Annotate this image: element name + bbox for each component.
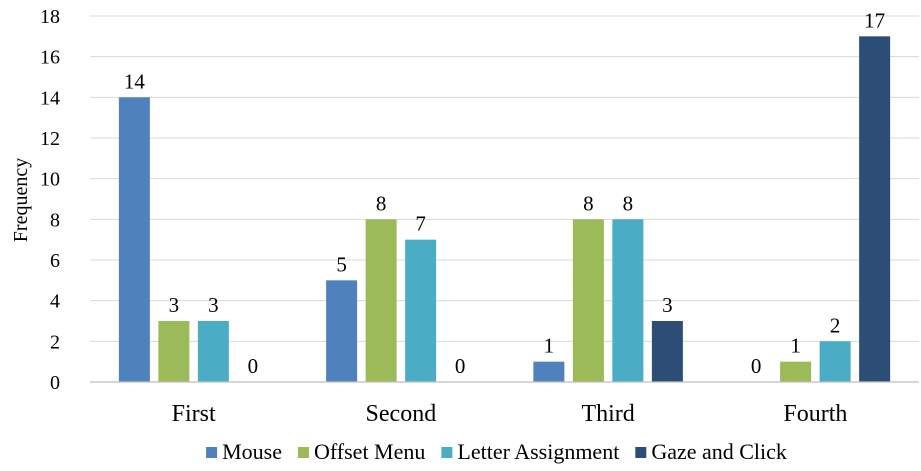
bar bbox=[405, 239, 437, 382]
legend-item: Offset Menu bbox=[297, 439, 425, 464]
x-category-label: Second bbox=[366, 401, 437, 427]
bar bbox=[158, 321, 190, 382]
bar bbox=[197, 321, 229, 382]
legend-swatch bbox=[206, 447, 218, 458]
y-tick-label: 8 bbox=[50, 209, 60, 231]
bars-layer: 14 3 3 0 5 8 7 0 1 8 8 3 0 1 2 17 bbox=[118, 8, 891, 382]
bar bbox=[572, 219, 604, 382]
x-category-label: First bbox=[172, 401, 216, 427]
y-tick-label: 14 bbox=[40, 87, 60, 109]
x-category-label: Fourth bbox=[783, 401, 847, 427]
legend-item: Letter Assignment bbox=[441, 439, 619, 464]
grid-layer bbox=[90, 15, 919, 342]
legend-swatch bbox=[297, 447, 309, 458]
data-label: 7 bbox=[415, 212, 426, 236]
bar bbox=[780, 361, 812, 382]
data-label: 1 bbox=[790, 334, 801, 358]
bar bbox=[326, 280, 358, 382]
legend-swatch bbox=[635, 447, 647, 458]
bar bbox=[859, 36, 891, 382]
data-label: 3 bbox=[208, 293, 219, 317]
y-tick-label: 0 bbox=[50, 372, 60, 394]
data-label: 1 bbox=[544, 334, 555, 358]
y-tick-label: 4 bbox=[50, 291, 60, 313]
data-label: 3 bbox=[169, 293, 180, 317]
data-label: 0 bbox=[248, 354, 259, 378]
y-tick-label: 10 bbox=[40, 169, 60, 191]
legend-label: Letter Assignment bbox=[457, 439, 619, 464]
legend-swatch bbox=[441, 447, 453, 458]
y-tick-label: 6 bbox=[50, 250, 60, 272]
y-tick-label: 16 bbox=[40, 47, 60, 69]
data-label: 14 bbox=[124, 69, 146, 93]
x-category-label: Third bbox=[581, 401, 634, 427]
data-label: 0 bbox=[751, 354, 762, 378]
data-label: 8 bbox=[583, 191, 594, 215]
data-label: 8 bbox=[623, 191, 634, 215]
data-label: 17 bbox=[864, 8, 885, 32]
bar bbox=[533, 361, 565, 382]
legend-item: Gaze and Click bbox=[635, 439, 787, 464]
bar bbox=[819, 341, 851, 382]
legend-label: Gaze and Click bbox=[651, 439, 787, 464]
y-tick-label: 2 bbox=[50, 331, 60, 353]
data-label: 8 bbox=[376, 191, 387, 215]
data-label: 3 bbox=[662, 293, 673, 317]
data-label: 0 bbox=[455, 354, 466, 378]
legend-label: Mouse bbox=[222, 439, 282, 464]
bar bbox=[365, 219, 397, 382]
legend-item: Mouse bbox=[206, 439, 282, 464]
y-tick-label: 18 bbox=[40, 6, 60, 28]
y-axis-title: Frequency bbox=[10, 158, 32, 242]
legend: Mouse Offset Menu Letter Assignment Gaze an… bbox=[206, 439, 787, 464]
legend-label: Offset Menu bbox=[314, 439, 425, 464]
bar bbox=[612, 219, 644, 382]
bar bbox=[651, 321, 683, 382]
data-label: 2 bbox=[830, 313, 841, 337]
y-tick-label: 12 bbox=[40, 128, 60, 150]
data-label: 5 bbox=[336, 252, 347, 276]
bar bbox=[118, 97, 150, 382]
